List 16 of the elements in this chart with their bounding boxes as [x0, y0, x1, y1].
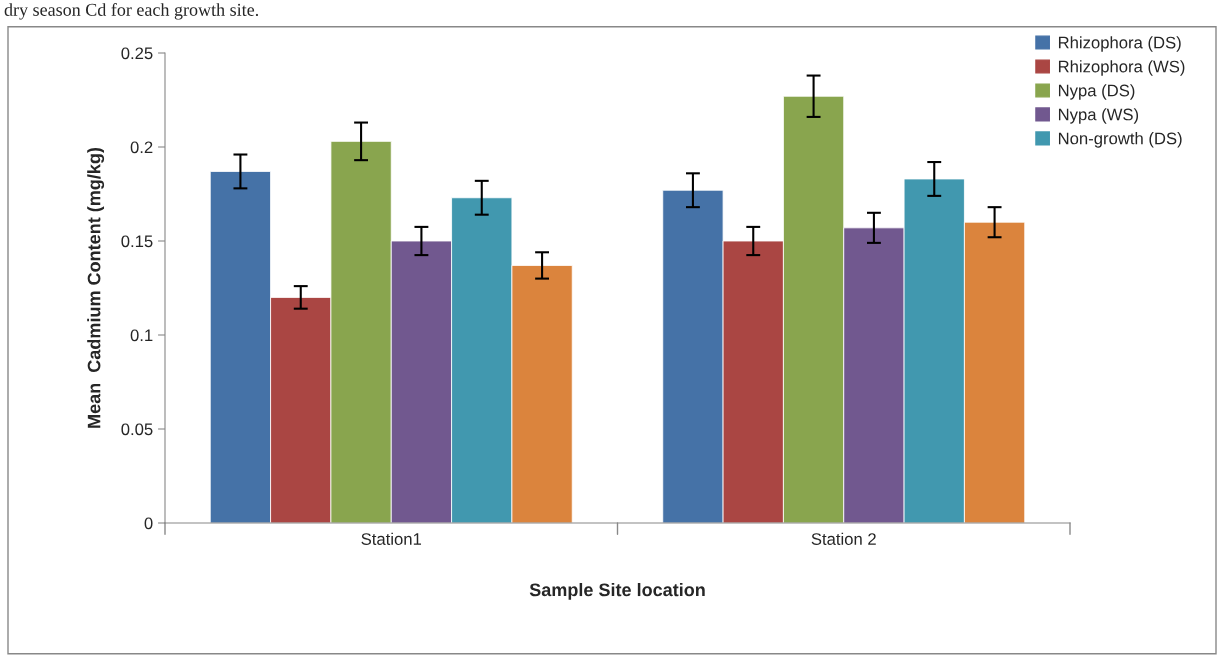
legend-label: Nypa (DS): [1058, 84, 1135, 100]
legend-label: Nypa (WS): [1058, 108, 1139, 124]
y-tick-label: 0: [144, 517, 153, 530]
legend-label: Non-growth (DS): [1058, 132, 1182, 148]
y-tick-label: 0.1: [130, 329, 153, 342]
y-tick-label: 0.25: [121, 47, 153, 60]
x-tick-label: Station1: [361, 532, 422, 545]
y-tick-label: 0.05: [121, 423, 153, 436]
text: dry season Cd for each growth site.: [4, 3, 259, 20]
y-tick-label: 0.15: [121, 235, 153, 248]
y-tick-label: 0.2: [130, 141, 153, 154]
x-tick-label: Station 2: [811, 532, 876, 545]
x-axis-title: Sample Site location: [529, 582, 705, 600]
legend-label: Rhizophora (WS): [1058, 60, 1185, 76]
legend-label: Rhizophora (DS): [1058, 36, 1181, 52]
y-axis-title: Mean Cadmium Content (mg/kg): [87, 147, 105, 428]
